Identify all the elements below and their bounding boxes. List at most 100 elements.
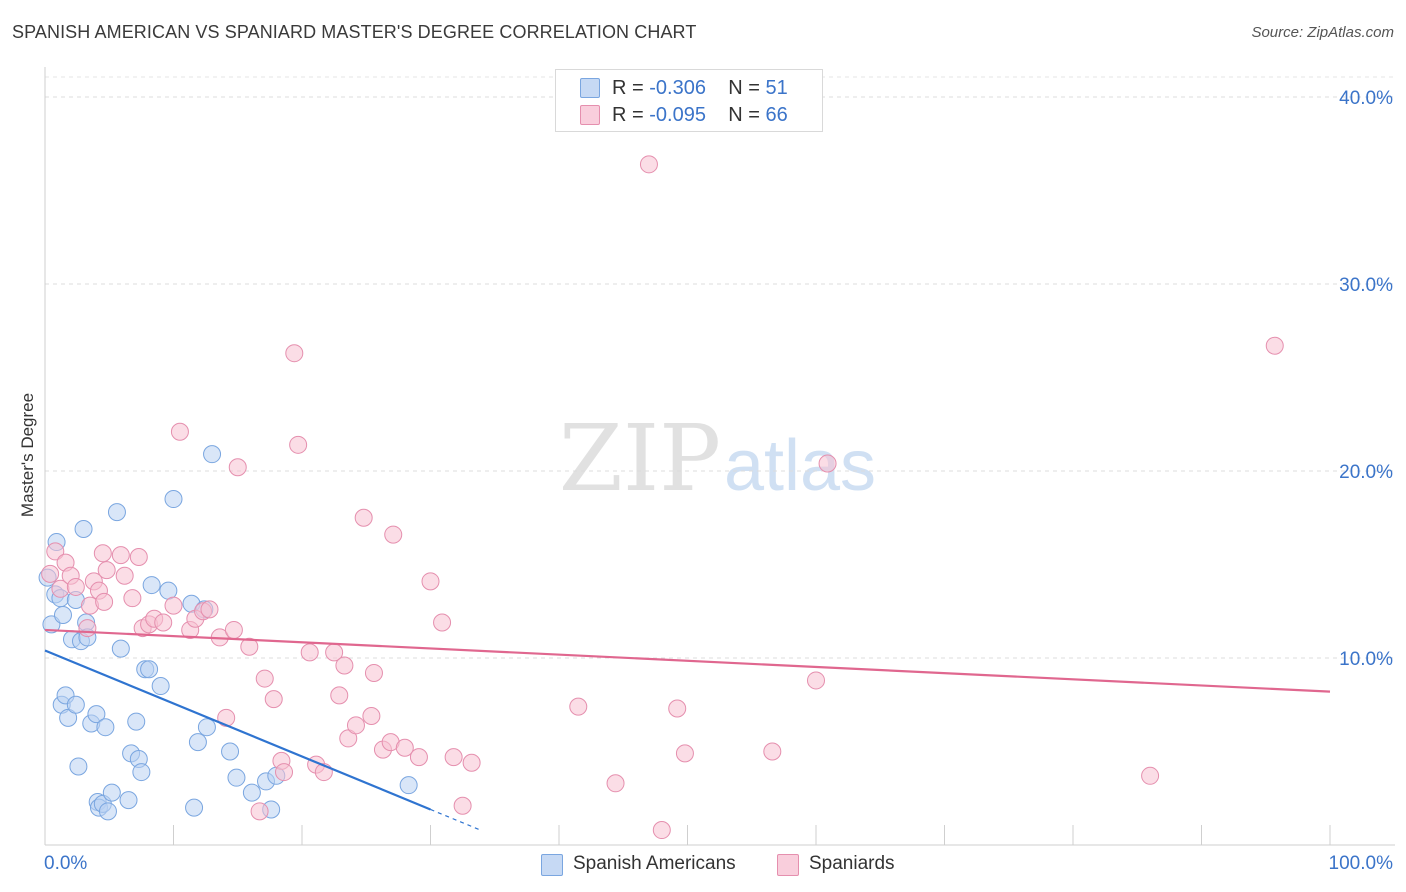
- point-spaniard: [346, 716, 365, 735]
- legend-text: R = -0.306 N = 51: [612, 77, 788, 99]
- point-spanish-american: [66, 695, 85, 714]
- point-spaniard: [1141, 766, 1160, 785]
- point-spaniard: [46, 542, 65, 561]
- bottom-legend: Spanish Americans Spaniards: [0, 850, 1406, 880]
- point-spaniard: [606, 774, 625, 793]
- point-spaniard: [240, 637, 259, 656]
- point-spanish-american: [96, 718, 115, 737]
- point-spaniard: [818, 454, 837, 473]
- series-spaniards: [41, 155, 1284, 840]
- point-spaniard: [453, 796, 472, 815]
- point-spanish-american: [159, 581, 178, 600]
- point-spaniard: [41, 564, 60, 583]
- point-spaniard: [362, 706, 381, 725]
- point-spanish-american: [164, 490, 183, 509]
- point-spaniard: [93, 544, 112, 563]
- point-spaniard: [763, 742, 782, 761]
- point-spaniard: [170, 422, 189, 441]
- y-tick-label: 40.0%: [1339, 88, 1393, 109]
- point-spanish-american: [111, 639, 130, 658]
- point-spaniard: [652, 821, 671, 840]
- point-spanish-american: [69, 757, 88, 776]
- trend-layer: [44, 628, 1331, 832]
- grid: [45, 76, 1395, 659]
- axes: [44, 67, 1395, 846]
- legend-swatch-pink: [580, 105, 600, 125]
- point-spaniard: [421, 572, 440, 591]
- point-spaniard: [164, 596, 183, 615]
- point-spaniard: [129, 548, 148, 567]
- point-spaniard: [111, 546, 130, 565]
- point-spaniard: [433, 613, 452, 632]
- point-spaniard: [444, 748, 463, 767]
- point-spanish-american: [399, 776, 418, 795]
- point-spaniard: [250, 802, 269, 821]
- points-layer: [38, 155, 1284, 840]
- point-spaniard: [97, 561, 116, 580]
- point-spaniard: [264, 690, 283, 709]
- x-tick-label: 100.0%: [1329, 853, 1394, 874]
- legend-swatch-blue: [580, 78, 600, 98]
- trend-line-spaniards: [44, 628, 1331, 693]
- point-spaniard: [807, 671, 825, 690]
- point-spanish-american: [227, 768, 246, 787]
- point-spaniard: [409, 748, 428, 767]
- watermark: ZIP atlas: [559, 405, 876, 512]
- point-spaniard: [255, 669, 274, 688]
- x-tick-label: 0.0%: [44, 853, 87, 874]
- bottom-legend-label: Spanish Americans: [573, 853, 736, 874]
- point-spanish-american: [87, 705, 106, 724]
- point-spaniard: [95, 592, 114, 611]
- point-spaniard: [668, 699, 687, 718]
- bottom-legend-label: Spaniards: [809, 853, 895, 874]
- point-spanish-american: [107, 503, 126, 522]
- point-spanish-american: [221, 742, 240, 761]
- point-spaniard: [66, 577, 85, 596]
- y-tick-label: 20.0%: [1339, 462, 1393, 483]
- point-spaniard: [275, 763, 294, 782]
- point-spanish-american: [151, 677, 170, 696]
- point-spaniard: [228, 458, 247, 477]
- y-axis-label: Master's Degree: [18, 393, 37, 517]
- y-tick-label: 10.0%: [1339, 649, 1393, 670]
- bottom-legend-swatch-pink: [777, 854, 799, 876]
- chart-source: Source: ZipAtlas.com: [1251, 24, 1394, 41]
- watermark-atlas: atlas: [724, 426, 876, 506]
- point-spaniard: [200, 600, 219, 619]
- tick-labels: 10.0% 20.0% 30.0% 40.0% 0.0% 100.0%: [44, 88, 1393, 874]
- point-spaniard: [1265, 336, 1284, 355]
- point-spanish-american: [53, 605, 72, 624]
- trend-line-spanish-americans: [44, 649, 431, 811]
- point-spaniard: [354, 508, 373, 527]
- point-spaniard: [289, 435, 308, 454]
- watermark-zip: ZIP: [559, 405, 721, 512]
- point-spaniard: [569, 697, 588, 716]
- point-spanish-american: [142, 576, 161, 595]
- point-spaniard: [330, 686, 349, 705]
- point-spaniard: [123, 589, 142, 608]
- point-spaniard: [639, 155, 658, 174]
- legend: R = -0.306 N = 51 R = -0.095 N = 66: [555, 69, 823, 132]
- point-spanish-american: [74, 519, 93, 538]
- point-spanish-american: [119, 791, 138, 810]
- point-spanish-american: [102, 783, 121, 802]
- point-spanish-american: [127, 712, 146, 731]
- point-spaniard: [78, 619, 97, 638]
- point-spanish-american: [197, 718, 216, 737]
- point-spaniard: [285, 344, 304, 363]
- point-spanish-american: [185, 798, 204, 817]
- point-spanish-american: [242, 783, 261, 802]
- point-spaniard: [115, 566, 134, 585]
- point-spaniard: [395, 738, 414, 757]
- bottom-legend-swatch-blue: [541, 854, 563, 876]
- point-spanish-american: [140, 660, 159, 679]
- point-spaniard: [300, 643, 319, 662]
- chart-title: SPANISH AMERICAN VS SPANIARD MASTER'S DE…: [12, 22, 697, 42]
- point-spaniard: [675, 744, 694, 763]
- point-spaniard: [224, 620, 243, 639]
- point-spanish-american: [188, 733, 207, 752]
- y-tick-label: 30.0%: [1339, 275, 1393, 296]
- point-spaniard: [462, 753, 481, 772]
- point-spaniard: [384, 525, 403, 544]
